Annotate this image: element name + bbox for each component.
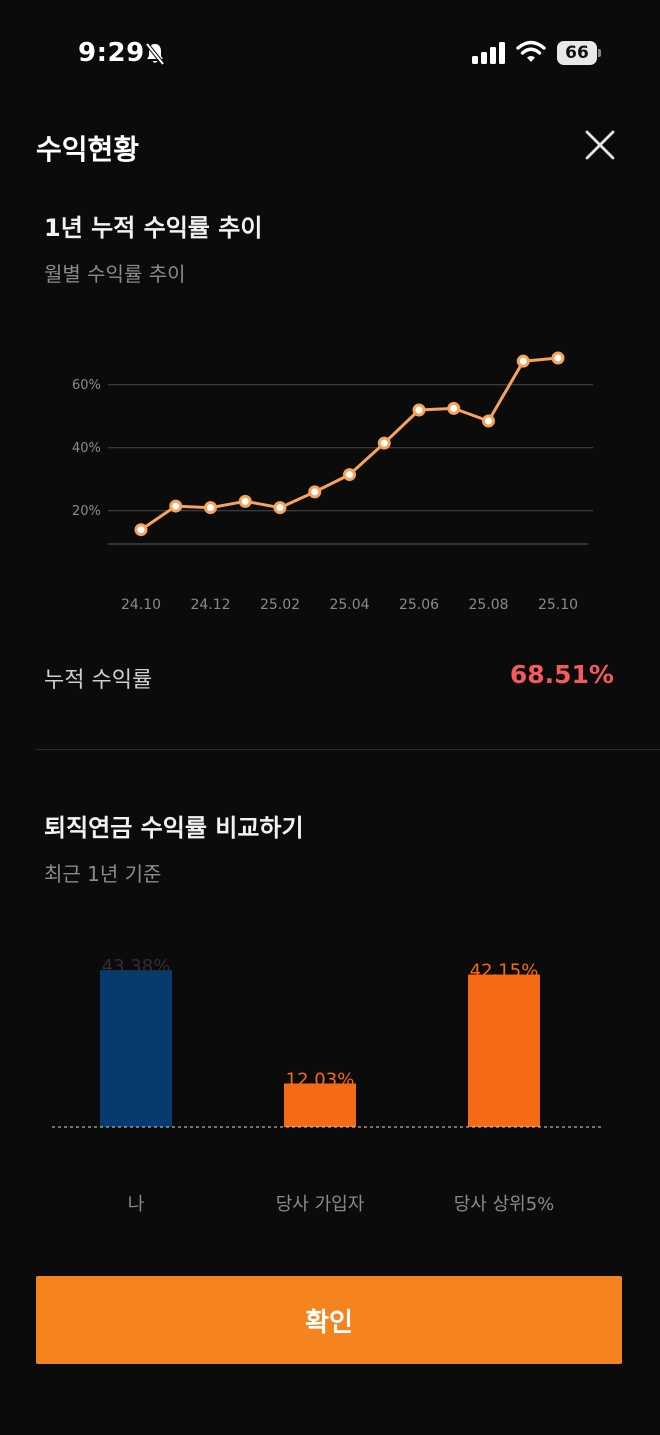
bar (284, 1083, 356, 1127)
y-tick-label: 20% (72, 504, 101, 519)
bar-category-label: 나 (128, 1194, 145, 1215)
bar-value-label: 42.15% (470, 961, 539, 982)
confirm-button[interactable]: 확인 (36, 1276, 622, 1364)
data-point (343, 468, 356, 482)
battery-tip (598, 49, 601, 57)
bar-category-label: 당사 상위5% (454, 1194, 555, 1215)
data-point (412, 403, 426, 417)
x-tick-label: 25.04 (329, 597, 369, 613)
trend-section-subtitle: 월별 수익률 추이 (44, 262, 186, 286)
battery-level: 66 (557, 41, 597, 65)
data-point (134, 523, 148, 537)
y-tick-label: 60% (72, 378, 101, 393)
bell-muted-icon (145, 42, 165, 66)
bar-category-label: 당사 가입자 (276, 1194, 365, 1215)
data-point (516, 354, 530, 368)
bar (100, 970, 172, 1127)
status-bar: 9:29 66 (0, 0, 660, 100)
x-tick-label: 25.08 (468, 597, 508, 613)
x-tick-label: 24.12 (190, 597, 230, 613)
data-point (551, 351, 565, 365)
compare-section-title: 퇴직연금 수익률 비교하기 (44, 814, 304, 842)
data-point (482, 414, 495, 428)
trend-section-title: 1년 누적 수익률 추이 (44, 214, 263, 242)
status-time: 9:29 (78, 38, 145, 68)
cumulative-return-line-chart: 20% 40% 60% 24.10 24.12 25.02 25.04 25.06 25.08 2… (72, 351, 593, 613)
x-tick-label: 24.10 (121, 597, 161, 613)
bar-value-label: 12.03% (286, 1069, 355, 1090)
bar-value-label: 43.38% (102, 956, 171, 977)
wifi-icon (516, 40, 546, 62)
close-icon[interactable] (580, 126, 620, 166)
bar (468, 974, 540, 1127)
cumulative-return-label: 누적 수익률 (44, 668, 153, 693)
data-point (377, 436, 391, 450)
cumulative-return-value: 68.51% (509, 660, 614, 689)
x-tick-label: 25.02 (260, 597, 300, 613)
series-line (140, 356, 559, 531)
data-point (169, 499, 183, 513)
page-title: 수익현황 (36, 133, 140, 166)
data-point (273, 501, 287, 515)
cellular-signal-icon (472, 42, 505, 64)
data-point (238, 494, 252, 508)
compare-section-subtitle: 최근 1년 기준 (44, 862, 162, 886)
section-divider (36, 749, 660, 750)
y-tick-label: 40% (72, 441, 101, 456)
data-point (204, 501, 217, 515)
return-comparison-bar-chart: 43.38% 나 12.03% 당사 가입자 42.15% 당사 상위5% (52, 956, 602, 1215)
x-tick-label: 25.10 (538, 597, 578, 613)
data-point (447, 401, 461, 415)
battery-icon: 66 (557, 41, 601, 65)
data-point (308, 485, 322, 499)
x-tick-label: 25.06 (399, 597, 439, 613)
